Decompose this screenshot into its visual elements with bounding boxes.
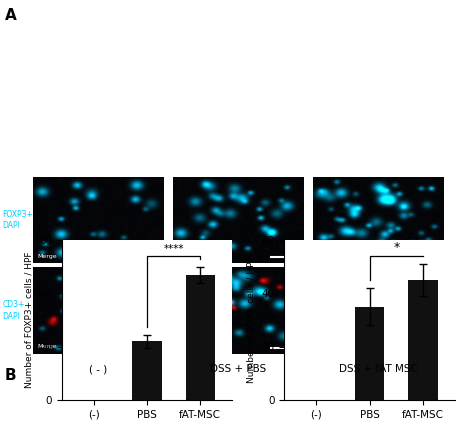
Bar (186, 274, 215, 400)
Text: DSS + fAT MSC: DSS + fAT MSC (338, 364, 418, 374)
Bar (409, 280, 438, 400)
Text: ( - ): ( - ) (89, 364, 108, 374)
Text: FOXP3+
DAPI: FOXP3+ DAPI (2, 210, 33, 230)
Bar (132, 341, 162, 400)
Text: B: B (5, 368, 17, 384)
Y-axis label: Number of FOXP3+ cells / HPF: Number of FOXP3+ cells / HPF (24, 252, 33, 388)
Text: CD3+
DAPI: CD3+ DAPI (2, 301, 25, 320)
Text: Merge: Merge (37, 254, 57, 259)
Text: A: A (5, 8, 17, 24)
Text: Merge: Merge (317, 254, 337, 259)
Text: Merge: Merge (37, 344, 57, 349)
Text: Merge: Merge (177, 344, 197, 349)
Bar (355, 306, 384, 400)
Text: *: * (393, 241, 400, 254)
Text: Merge: Merge (177, 254, 197, 259)
Y-axis label: Number of CD3+ cells / HPF: Number of CD3+ cells / HPF (247, 257, 256, 383)
Text: DSS + PBS: DSS + PBS (210, 364, 266, 374)
Text: ****: **** (164, 244, 184, 254)
Text: Merge: Merge (317, 344, 337, 349)
